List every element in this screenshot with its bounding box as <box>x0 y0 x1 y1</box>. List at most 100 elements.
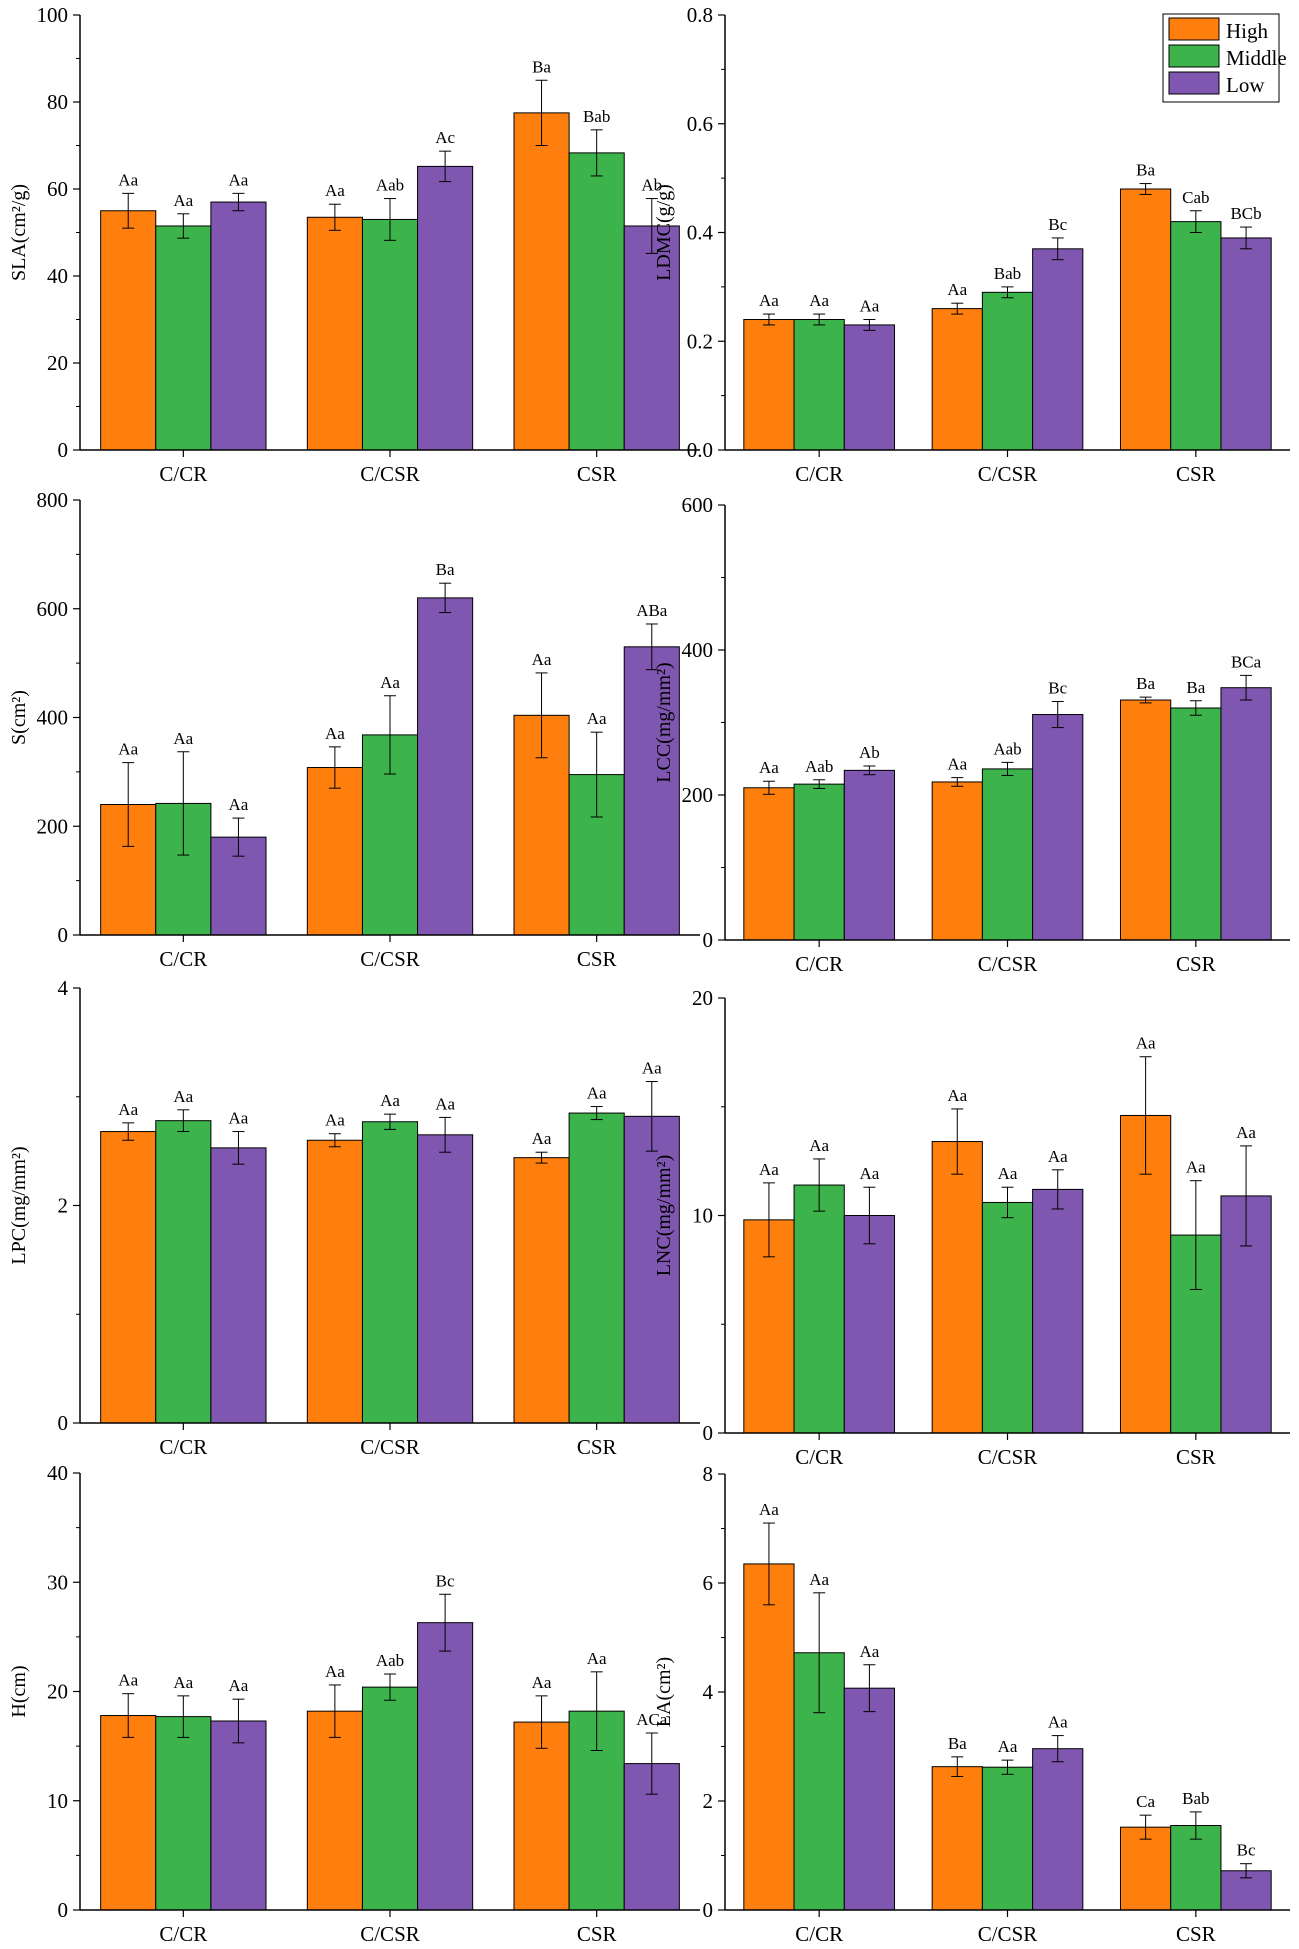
y-tick-label: 30 <box>47 1570 68 1594</box>
significance-letter: ACa <box>636 1710 668 1729</box>
bar <box>361 1121 419 1424</box>
y-tick-label: 400 <box>682 638 714 662</box>
y-tick-label: 20 <box>47 351 68 375</box>
y-tick-label: 4 <box>703 1680 714 1704</box>
y-tick-label: 100 <box>37 3 69 27</box>
y-tick-label: 400 <box>37 706 69 730</box>
y-tick-label: 0.8 <box>687 3 713 27</box>
panel-2: Aa Aa Aa C/CR Aa Aa Ba C/CSR Aa Aa ABa CSR 0 200 400 60… <box>8 488 700 971</box>
x-tick-label: C/CSR <box>360 947 420 971</box>
bar <box>513 1157 570 1424</box>
significance-letter: Aa <box>380 673 400 692</box>
bar <box>100 1131 157 1424</box>
significance-letter: Aa <box>1048 1147 1068 1166</box>
significance-letter: Aa <box>118 740 138 759</box>
bar <box>843 1687 896 1911</box>
significance-letter: Aa <box>759 1160 779 1179</box>
y-tick-label: 0.2 <box>687 329 713 353</box>
bar <box>417 597 474 936</box>
significance-letter: Bc <box>436 1571 455 1590</box>
significance-letter: Ba <box>1186 678 1205 697</box>
bar <box>793 319 845 451</box>
significance-letter: Aa <box>325 1111 345 1130</box>
significance-letter: Aa <box>859 1642 879 1661</box>
y-axis-title: LA(cm²) <box>653 1657 675 1727</box>
significance-letter: Aab <box>993 739 1021 758</box>
significance-letter: Aa <box>947 1086 967 1105</box>
y-tick-label: 0 <box>703 928 714 952</box>
bar <box>100 210 157 451</box>
x-tick-label: CSR <box>577 462 617 486</box>
bar <box>843 769 896 941</box>
panel-5: Aa Aa Aa C/CR Aa Aa Aa C/CSR Aa Aa Aa CSR 0 10 20 LNC(m… <box>653 986 1290 1469</box>
x-tick-label: C/CSR <box>978 1922 1038 1946</box>
bar <box>981 768 1034 941</box>
bar <box>743 319 795 451</box>
bar <box>1032 248 1084 451</box>
bar <box>623 1115 680 1424</box>
significance-letter: Aa <box>998 1164 1018 1183</box>
legend-swatch-low <box>1168 71 1220 95</box>
significance-letter: Aa <box>587 709 607 728</box>
x-tick-label: C/CR <box>795 1445 843 1469</box>
x-tick-label: C/CR <box>795 1922 843 1946</box>
significance-letter: Aa <box>759 758 779 777</box>
significance-letter: Bab <box>994 264 1021 283</box>
x-tick-label: C/CSR <box>978 1445 1038 1469</box>
x-tick-label: CSR <box>1176 1922 1216 1946</box>
y-tick-label: 80 <box>47 90 68 114</box>
significance-letter: Aa <box>1236 1123 1256 1142</box>
y-tick-label: 8 <box>703 1462 714 1486</box>
bar <box>931 1766 983 1911</box>
y-tick-label: 10 <box>47 1789 68 1813</box>
panel-3: Aa Aab Ab C/CR Aa Aab Bc C/CSR Ba Ba BCa CSR 0 200 400… <box>653 493 1290 976</box>
bar <box>981 291 1034 451</box>
y-tick-label: 60 <box>47 177 68 201</box>
y-axis-title: LCC(mg/mm²) <box>653 662 675 782</box>
bar <box>793 783 845 941</box>
y-tick-label: 0 <box>58 923 69 947</box>
significance-letter: Ca <box>1136 1792 1155 1811</box>
bar <box>843 1215 896 1434</box>
bar <box>100 1715 157 1911</box>
y-axis-title: LDMC(g/g) <box>653 184 675 281</box>
y-tick-label: 0 <box>703 1421 714 1445</box>
legend-swatch-middle <box>1168 44 1220 68</box>
x-tick-label: CSR <box>577 1435 617 1459</box>
significance-letter: Aa <box>809 1136 829 1155</box>
x-tick-label: C/CR <box>159 1922 207 1946</box>
y-tick-label: 200 <box>682 783 714 807</box>
significance-letter: Aa <box>118 170 138 189</box>
bar <box>513 112 570 451</box>
y-tick-label: 2 <box>58 1194 69 1218</box>
significance-letter: Bab <box>1182 1789 1209 1808</box>
significance-letter: Aab <box>376 1651 404 1670</box>
significance-letter: Ac <box>435 128 455 147</box>
y-axis-title: H(cm) <box>8 1665 30 1717</box>
y-axis-title: S(cm²) <box>8 690 30 745</box>
bar <box>743 787 795 941</box>
significance-letter: Aa <box>229 1676 249 1695</box>
x-tick-label: CSR <box>1176 462 1216 486</box>
panel-4: Aa Aa Aa C/CR Aa Aa Aa C/CSR Aa Aa Aa CSR 0 2 4 LPC(mg/… <box>8 976 700 1459</box>
bar <box>306 1710 363 1911</box>
significance-letter: Aa <box>859 1164 879 1183</box>
y-tick-label: 4 <box>58 976 69 1000</box>
bar <box>931 1141 983 1434</box>
bar <box>981 1201 1034 1434</box>
bar <box>1032 714 1084 941</box>
significance-letter: Bab <box>583 107 610 126</box>
significance-letter: Aa <box>1136 1034 1156 1053</box>
bar <box>361 1686 419 1911</box>
bar <box>1119 699 1172 941</box>
bar <box>1119 188 1172 451</box>
significance-letter: Ba <box>436 560 455 579</box>
y-axis-title: LPC(mg/mm²) <box>8 1146 30 1264</box>
bar <box>931 781 983 941</box>
significance-letter: Aa <box>809 291 829 310</box>
significance-letter: Aa <box>1186 1158 1206 1177</box>
significance-letter: Ba <box>1136 161 1155 180</box>
y-tick-label: 200 <box>37 814 69 838</box>
bar <box>306 767 363 936</box>
